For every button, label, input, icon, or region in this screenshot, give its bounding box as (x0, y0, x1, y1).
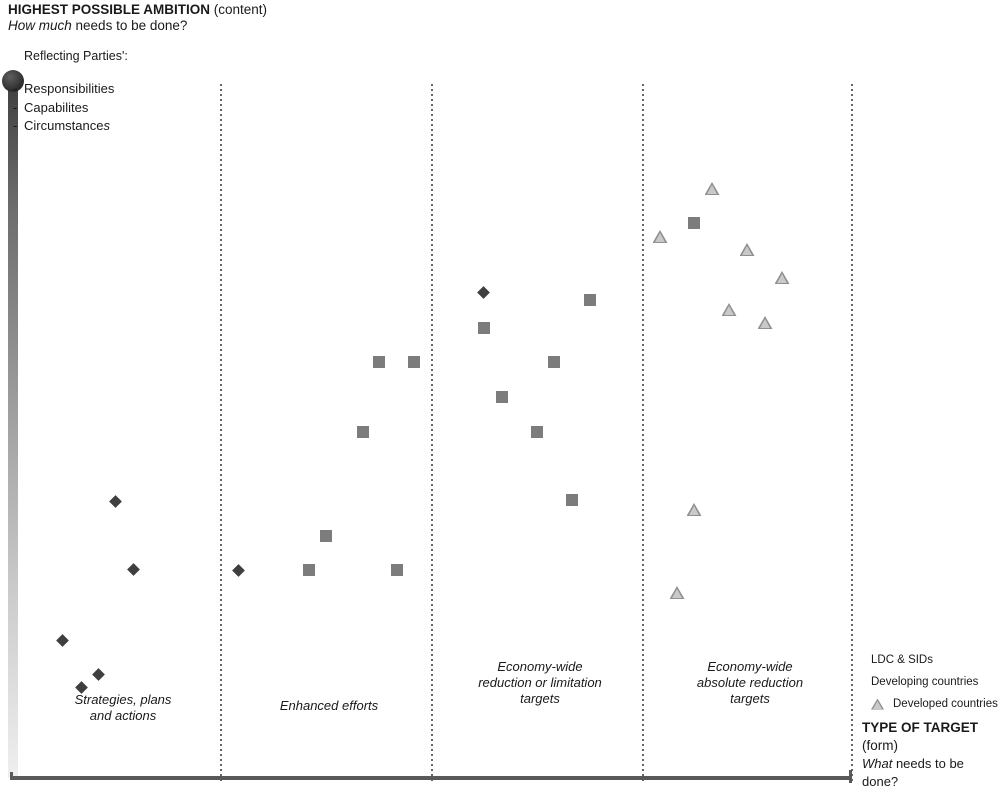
data-point-square (408, 356, 420, 368)
legend-item-developing: Developing countries (871, 675, 998, 689)
x-axis-left-cap (10, 772, 13, 780)
data-point-triangle (686, 503, 702, 516)
y-axis-bar (8, 80, 18, 778)
data-point-diamond (477, 286, 490, 299)
x-axis-title-line2: What needs to be done? (862, 756, 964, 787)
list-item: - Responsibilities (13, 81, 115, 96)
zone-divider (431, 84, 433, 783)
data-point-square (391, 564, 403, 576)
x-axis-right-cap (849, 770, 852, 783)
zone-divider (220, 84, 222, 783)
data-point-square (548, 356, 560, 368)
data-point-square (373, 356, 385, 368)
category-label-enhanced-efforts: Enhanced efforts (279, 698, 379, 713)
y-axis-title-line1: HIGHEST POSSIBLE AMBITION (content) (8, 2, 268, 17)
data-point-square (566, 494, 578, 506)
legend-item-ldc-sids: LDC & SIDs (871, 653, 998, 667)
x-axis-title: TYPE OF TARGET (form) What needs to be d… (862, 719, 1000, 787)
legend-item-developed: Developed countries (871, 697, 998, 711)
category-label-strategies: Strategies, plans and actions (74, 692, 172, 723)
y-axis-title-line2: How much needs to be done? (8, 18, 188, 33)
category-label-absolute-reduction: Economy-wide absolute reduction targets (696, 659, 804, 706)
y-axis-pin-icon (2, 70, 24, 92)
data-point-square (357, 426, 369, 438)
legend-label: Developed countries (893, 698, 998, 710)
data-point-square (320, 530, 332, 542)
data-point-square (688, 217, 700, 229)
data-point-triangle (739, 243, 755, 256)
x-axis-title-line1: TYPE OF TARGET (form) (862, 720, 979, 753)
category-label-reduction-limitation: Economy-wide reduction or limitation tar… (478, 659, 602, 706)
data-point-diamond (92, 668, 105, 681)
legend-label: Developing countries (871, 676, 979, 688)
data-point-square (584, 294, 596, 306)
square-icon (871, 677, 882, 688)
zone-divider (851, 84, 853, 783)
data-point-triangle (652, 230, 668, 243)
x-axis-line (10, 776, 852, 780)
data-point-square (478, 322, 490, 334)
data-point-square (303, 564, 315, 576)
data-point-triangle (757, 316, 773, 329)
data-point-triangle (669, 586, 685, 599)
data-point-triangle (721, 303, 737, 316)
data-point-diamond (127, 563, 140, 576)
data-point-square (496, 391, 508, 403)
y-axis-title: HIGHEST POSSIBLE AMBITION (content) How … (8, 2, 267, 34)
data-point-triangle (774, 271, 790, 284)
data-point-triangle (704, 182, 720, 195)
list-item: - Capabilites (13, 99, 89, 115)
data-point-square (531, 426, 543, 438)
reflecting-parties-heading: Reflecting Parties': (24, 49, 128, 63)
data-point-diamond (109, 495, 122, 508)
legend-label: LDC & SIDs (871, 654, 933, 666)
legend: LDC & SIDs Developing countries Develope… (871, 653, 998, 719)
data-point-diamond (232, 564, 245, 577)
data-point-diamond (56, 634, 69, 647)
triangle-icon (871, 698, 884, 710)
reflecting-parties-list: - Responsibilities - Capabilites - Circumst… (13, 82, 114, 138)
zone-divider (642, 84, 644, 783)
list-item: - Circumstances (13, 118, 110, 133)
